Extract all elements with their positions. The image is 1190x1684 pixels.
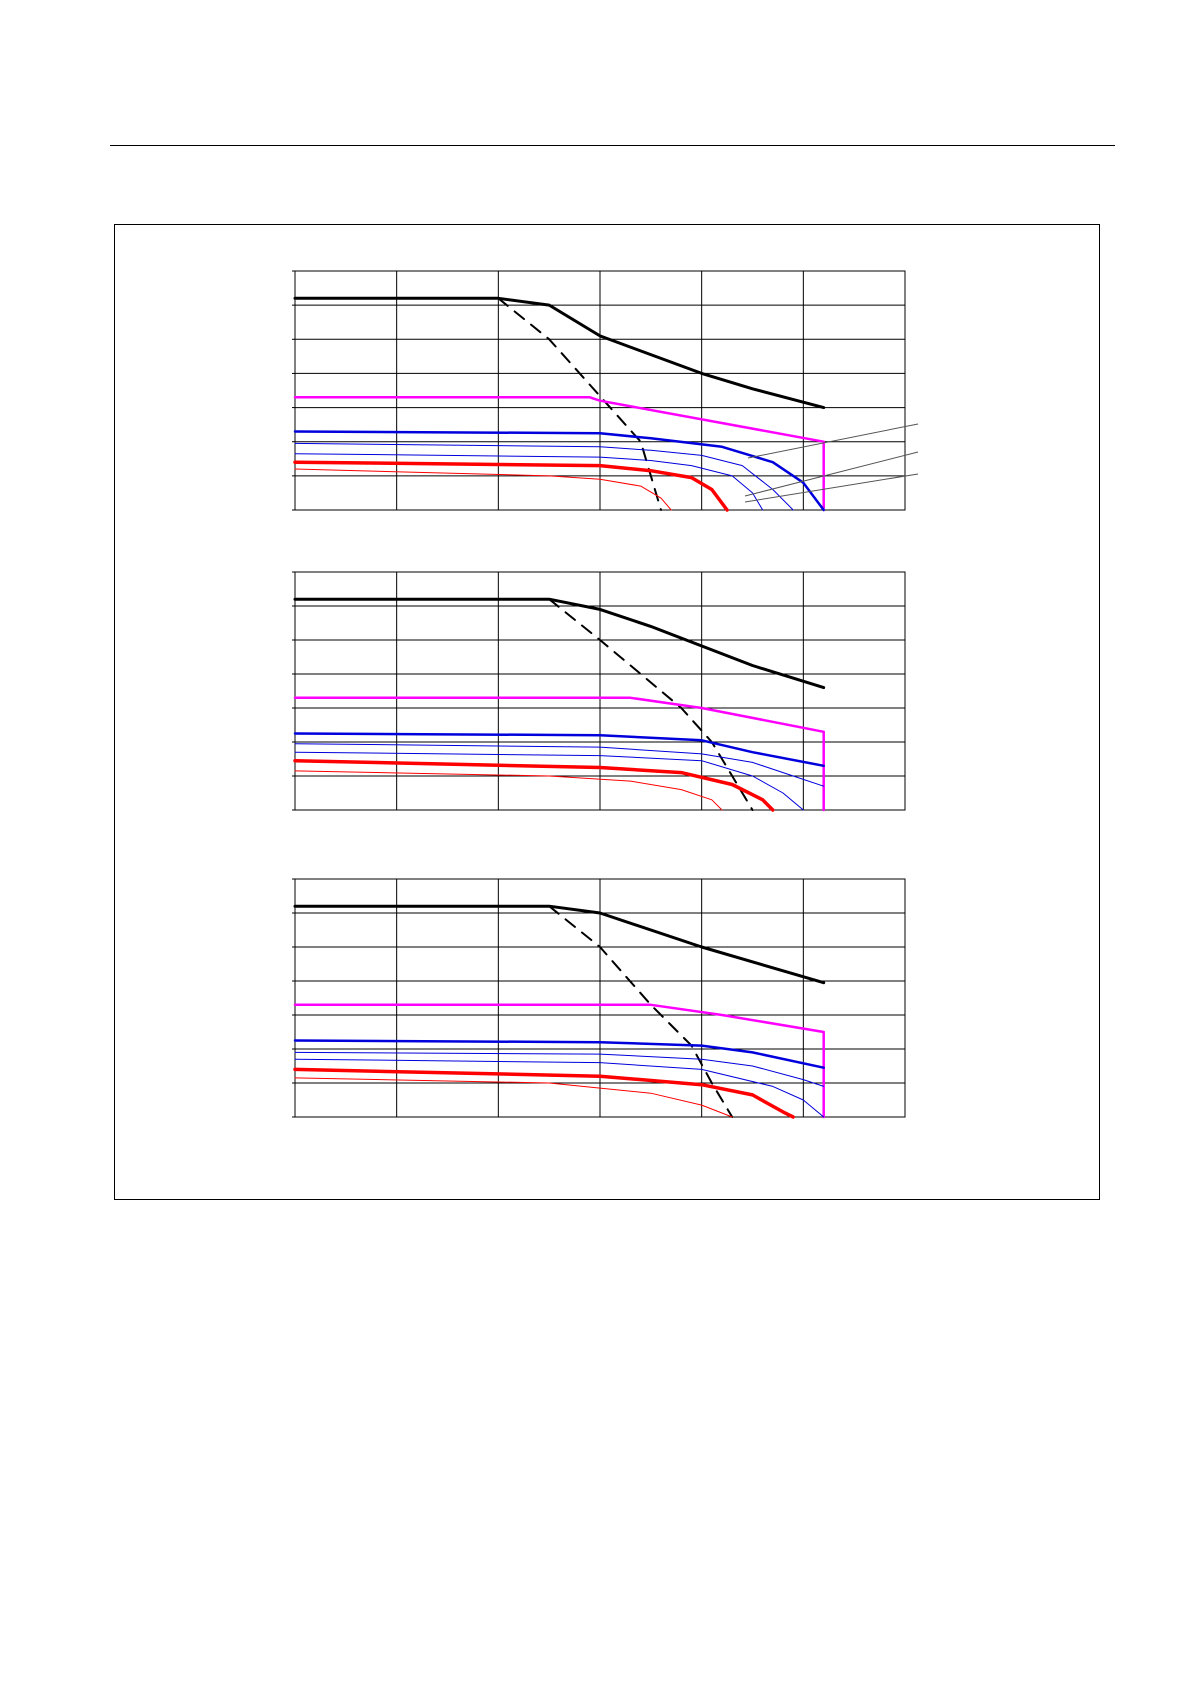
leader-line-3 [744,473,919,503]
series-line-5 [294,442,794,511]
series-line-4 [293,732,825,768]
series-line-2 [497,297,662,511]
series-line-3 [293,696,825,812]
series-line-8 [294,770,723,811]
series-line-1 [293,904,826,985]
figure-frame [114,224,1100,1200]
page-header-rule [110,145,1115,146]
series-line-2 [548,598,754,811]
series-line-4 [293,1039,825,1069]
series-line-5 [294,1051,825,1087]
chart-panel-1 [292,270,906,512]
series-line-8 [294,1077,733,1118]
leader-line-1 [747,423,919,459]
series-line-3 [293,1003,825,1119]
series-line-7 [293,460,729,512]
leader-line-2 [744,451,919,497]
series-line-7 [293,1067,795,1119]
series-line-8 [294,468,672,511]
series-line-2 [548,905,734,1118]
series-line-1 [293,296,826,410]
series-line-3 [293,396,825,512]
chart-panel-2 [292,571,906,812]
series-line-6 [294,751,804,811]
series-line-5 [294,743,825,787]
series-line-4 [293,430,825,512]
annotation-leader-lines [744,423,919,503]
series-line-1 [293,597,826,690]
series-line-6 [294,1058,825,1118]
series-line-7 [293,758,775,812]
series-line-6 [294,453,764,511]
chart-panel-3 [292,878,906,1119]
